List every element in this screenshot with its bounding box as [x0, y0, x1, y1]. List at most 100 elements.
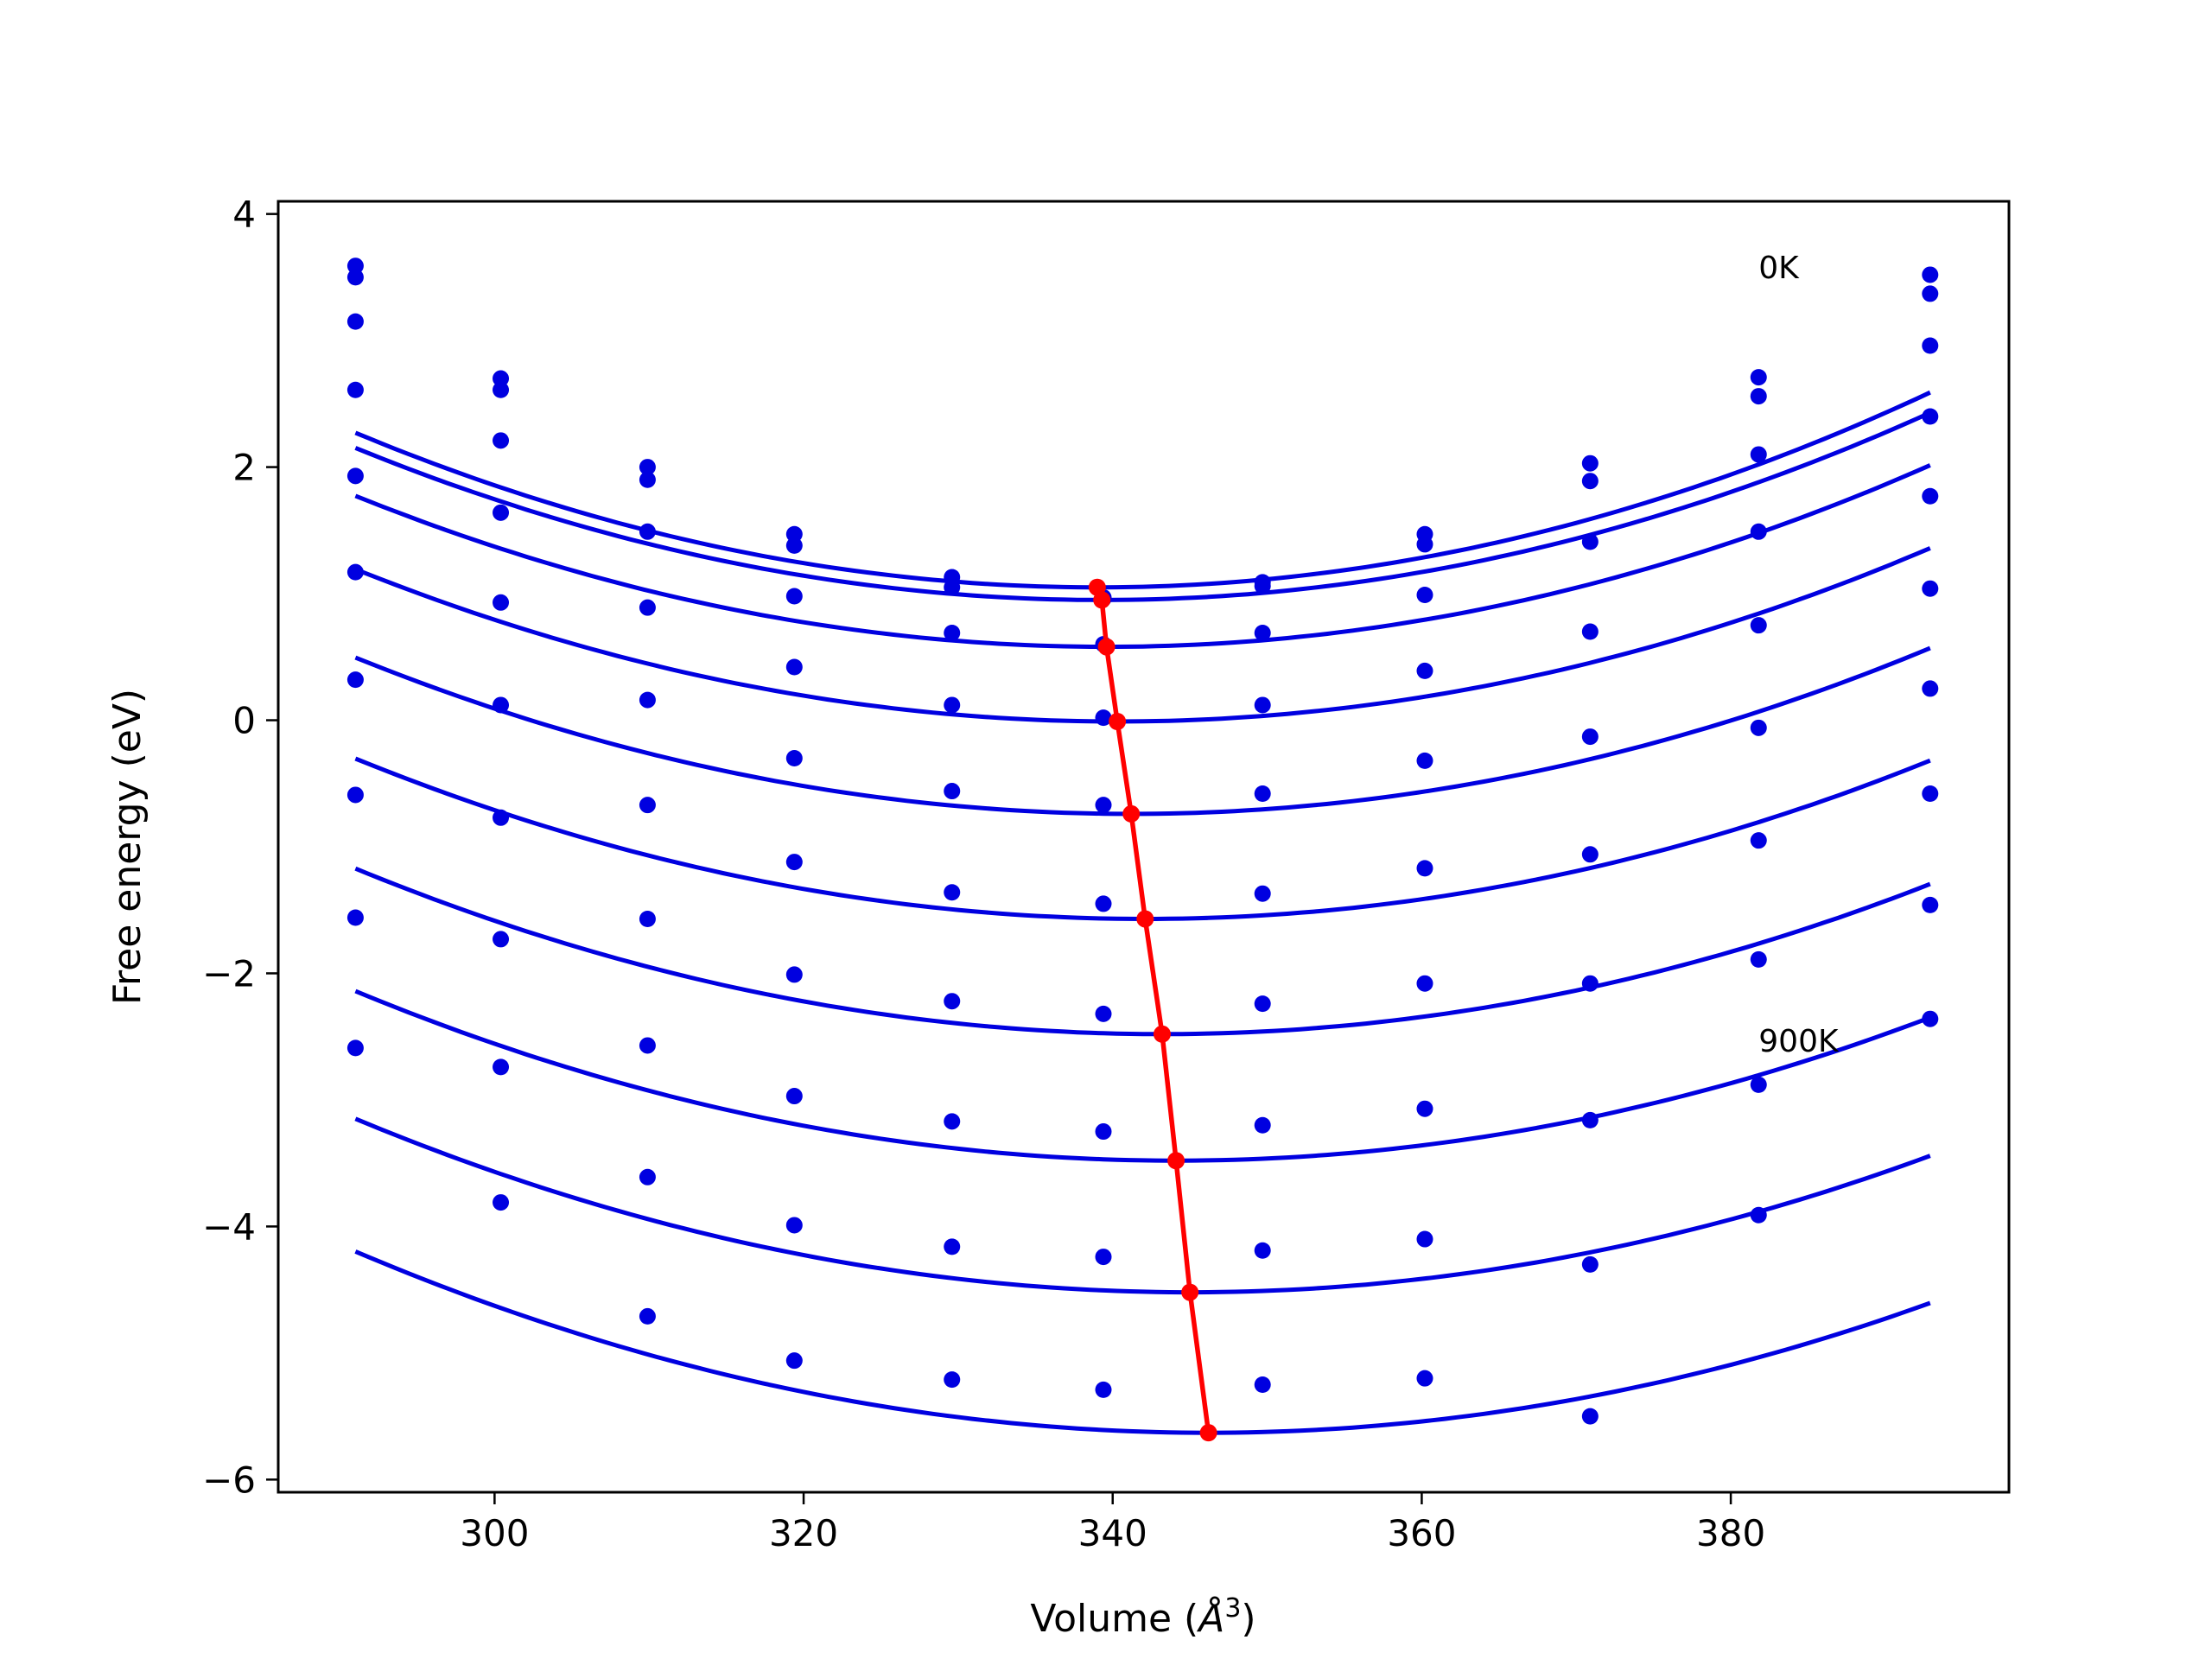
data-point: [1254, 995, 1271, 1013]
axis-layer: 300 320 340 360 380 4 2 0 −2 −4 −6: [202, 194, 1765, 1554]
data-point: [1581, 1111, 1599, 1128]
fit-curve-6: [354, 866, 1931, 1037]
data-point: [1581, 728, 1599, 746]
data-point: [1581, 473, 1599, 490]
data-point: [493, 696, 510, 714]
minimum-point: [1097, 638, 1116, 656]
y-tick-label: 4: [232, 194, 256, 236]
data-point: [1254, 785, 1271, 802]
data-point: [1095, 797, 1112, 814]
data-point: [1416, 1230, 1433, 1248]
fit-curve-7: [354, 988, 1931, 1163]
data-point: [1416, 662, 1433, 679]
data-point: [639, 1168, 656, 1185]
data-point: [493, 1058, 510, 1076]
data-point: [639, 523, 656, 540]
data-point: [1254, 1116, 1271, 1134]
data-point: [1581, 623, 1599, 640]
data-point: [639, 459, 656, 476]
data-point: [1095, 895, 1112, 912]
data-point: [639, 471, 656, 488]
data-point: [346, 1039, 364, 1057]
data-point: [1750, 523, 1767, 540]
minimum-point: [1153, 1025, 1171, 1043]
data-point: [1416, 587, 1433, 604]
data-point: [346, 257, 364, 275]
data-point: [493, 381, 510, 398]
data-point: [639, 910, 656, 927]
data-point: [639, 599, 656, 616]
data-point: [944, 1238, 961, 1255]
minimum-point: [1093, 591, 1111, 609]
x-axis-label: Volume (Å3): [1030, 1593, 1255, 1642]
minimum-trace-line: [1095, 586, 1211, 1433]
data-point: [1922, 680, 1939, 697]
annotation-label: 900K: [1758, 1024, 1840, 1059]
data-point: [944, 624, 961, 641]
data-point: [493, 1194, 510, 1211]
data-point: [1750, 1076, 1767, 1093]
data-point: [493, 370, 510, 387]
x-tick-label: 300: [460, 1512, 529, 1554]
minimum-point: [1167, 1152, 1185, 1170]
data-point: [1254, 1376, 1271, 1393]
data-point: [1254, 624, 1271, 641]
data-point: [1922, 896, 1939, 913]
x-axis-label-text: Volume: [1030, 1597, 1172, 1641]
fit-curve-8: [354, 1116, 1931, 1295]
data-point: [785, 1352, 803, 1370]
x-tick-label: 360: [1387, 1512, 1456, 1554]
data-point: [1581, 1255, 1599, 1273]
data-point: [1750, 388, 1767, 405]
data-point: [1581, 975, 1599, 992]
data-point: [1922, 487, 1939, 505]
minimum-point: [1199, 1424, 1217, 1442]
data-point: [944, 993, 961, 1010]
data-point: [1581, 533, 1599, 550]
x-tick-label: 320: [769, 1512, 838, 1554]
data-point: [346, 909, 364, 926]
data-point: [944, 1371, 961, 1389]
data-point: [346, 467, 364, 485]
data-point: [1254, 577, 1271, 594]
data-point: [493, 931, 510, 948]
data-point: [785, 1217, 803, 1234]
y-tick-label: −4: [202, 1205, 256, 1248]
data-point: [1922, 580, 1939, 597]
x-axis-unit-exponent: 3: [1224, 1593, 1241, 1624]
minimum-point: [1109, 712, 1127, 730]
data-point: [639, 1307, 656, 1325]
y-tick-label: 0: [232, 700, 256, 742]
data-point: [1095, 1249, 1112, 1266]
data-point: [1922, 337, 1939, 354]
fit-curve-3: [354, 546, 1931, 724]
data-point: [1922, 266, 1939, 283]
data-point: [1581, 846, 1599, 863]
x-tick-label: 340: [1078, 1512, 1147, 1554]
data-point: [1581, 1408, 1599, 1425]
data-point: [1750, 369, 1767, 386]
data-point: [1922, 785, 1939, 802]
data-point: [944, 696, 961, 714]
fit-curve-0: [354, 390, 1931, 590]
data-point: [346, 381, 364, 398]
data-point: [785, 525, 803, 543]
data-point: [493, 504, 510, 521]
fit-curve-9: [354, 1249, 1931, 1435]
annotation-label: 0K: [1758, 251, 1800, 286]
y-tick-label: −2: [202, 952, 256, 995]
data-point: [1254, 1242, 1271, 1259]
data-point: [1581, 454, 1599, 472]
data-point: [1922, 285, 1939, 302]
annotation-layer: 0K 900K: [1758, 251, 1840, 1059]
data-point: [944, 783, 961, 800]
data-point: [493, 809, 510, 826]
x-tick-label: 380: [1696, 1512, 1765, 1554]
data-point: [1922, 408, 1939, 425]
data-point: [639, 691, 656, 709]
minimum-point: [1181, 1283, 1199, 1301]
data-point: [1416, 752, 1433, 769]
data-point: [639, 1037, 656, 1054]
data-point: [1750, 1206, 1767, 1224]
x-axis-unit: Å: [1196, 1595, 1224, 1641]
